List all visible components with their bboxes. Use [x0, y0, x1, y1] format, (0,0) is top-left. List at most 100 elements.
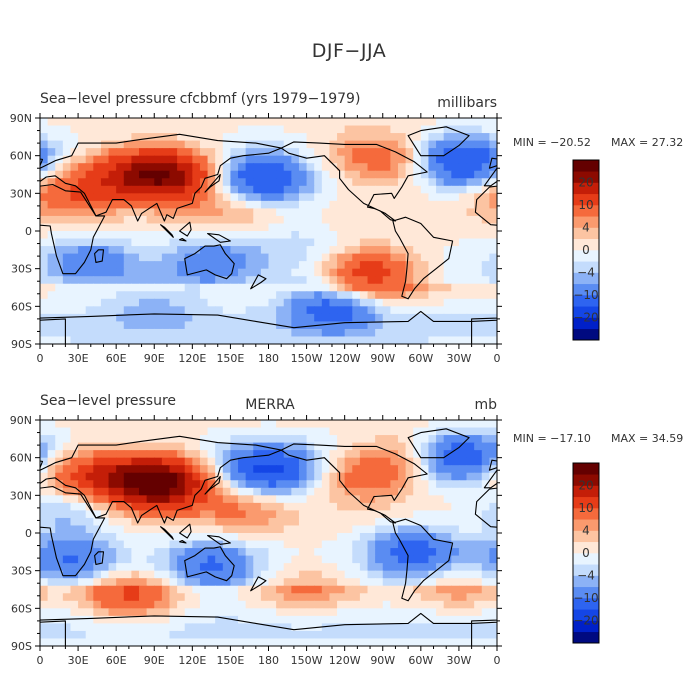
- field-cell: [70, 200, 79, 209]
- field-cell: [215, 313, 224, 322]
- field-cell: [337, 563, 346, 572]
- field-cell: [276, 246, 285, 255]
- field-cell: [139, 517, 148, 527]
- field-cell: [207, 630, 216, 640]
- field-cell: [222, 313, 232, 322]
- field-cell: [154, 525, 163, 534]
- field-cell: [474, 563, 483, 572]
- field-cell: [146, 231, 155, 240]
- field-cell: [215, 291, 224, 300]
- field-cell: [230, 178, 239, 187]
- field-cell: [283, 321, 292, 330]
- field-cell: [337, 200, 346, 209]
- field-cell: [215, 268, 224, 277]
- colorbar-label: −4: [577, 266, 595, 280]
- field-cell: [436, 600, 445, 609]
- field-cell: [70, 555, 79, 564]
- field-cell: [337, 238, 346, 247]
- field-cell: [375, 268, 384, 277]
- field-cell: [70, 208, 79, 217]
- field-cell: [474, 442, 483, 451]
- field-cell: [390, 178, 399, 187]
- field-cell: [146, 155, 155, 164]
- field-cell: [405, 525, 414, 534]
- field-cell: [382, 125, 391, 134]
- field-cell: [474, 276, 483, 285]
- field-cell: [70, 510, 79, 519]
- field-cell: [207, 510, 216, 519]
- field-cell: [40, 533, 49, 542]
- field-cell: [359, 510, 369, 519]
- field-cell: [413, 600, 422, 609]
- field-cell: [481, 525, 490, 534]
- field-cell: [329, 238, 338, 247]
- field-cell: [352, 163, 361, 172]
- field-cell: [169, 215, 178, 225]
- field-cell: [306, 450, 315, 459]
- field-cell: [474, 465, 483, 474]
- field-cell: [154, 313, 163, 322]
- field-cell: [108, 283, 117, 292]
- field-cell: [70, 328, 79, 338]
- field-cell: [230, 321, 239, 330]
- field-cell: [230, 193, 239, 202]
- panel-1-max-label: MAX = 27.32: [611, 136, 683, 149]
- field-cell: [283, 427, 292, 436]
- field-cell: [458, 253, 468, 262]
- field-cell: [146, 480, 155, 489]
- field-cell: [40, 593, 49, 602]
- field-cell: [199, 253, 209, 262]
- field-cell: [161, 185, 171, 194]
- field-cell: [337, 246, 346, 255]
- field-cell: [116, 570, 125, 579]
- field-cell: [238, 178, 247, 187]
- field-cell: [367, 457, 376, 466]
- field-cell: [85, 495, 94, 504]
- field-cell: [489, 253, 497, 262]
- field-cell: [55, 133, 64, 142]
- field-cell: [85, 427, 94, 436]
- field-cell: [458, 450, 468, 459]
- field-cell: [245, 472, 254, 481]
- field-cell: [428, 223, 437, 232]
- field-cell: [451, 630, 460, 640]
- field-cell: [161, 231, 171, 240]
- field-cell: [40, 268, 49, 277]
- field-cell: [146, 457, 155, 466]
- field-cell: [420, 291, 430, 300]
- field-cell: [161, 510, 171, 519]
- field-cell: [451, 170, 460, 179]
- field-cell: [298, 517, 308, 527]
- field-cell: [253, 517, 262, 527]
- field-cell: [428, 283, 437, 292]
- field-cell: [382, 427, 391, 436]
- field-cell: [245, 261, 254, 270]
- field-cell: [55, 140, 64, 149]
- field-cell: [177, 200, 186, 209]
- field-cell: [62, 615, 72, 624]
- field-cell: [161, 457, 171, 466]
- field-cell: [222, 193, 232, 202]
- field-cell: [100, 457, 110, 466]
- field-cell: [405, 185, 414, 194]
- field-cell: [253, 427, 262, 436]
- field-cell: [436, 525, 445, 534]
- x-tick-label: 30W: [446, 654, 471, 667]
- field-cell: [245, 525, 254, 534]
- field-cell: [207, 427, 216, 436]
- field-cell: [481, 533, 490, 542]
- field-cell: [78, 533, 87, 542]
- field-cell: [230, 427, 239, 436]
- field-cell: [359, 185, 369, 194]
- field-cell: [489, 563, 497, 572]
- field-cell: [207, 525, 216, 534]
- field-cell: [93, 555, 102, 564]
- field-cell: [131, 630, 140, 640]
- field-cell: [428, 321, 437, 330]
- field-cell: [329, 615, 338, 624]
- field-cell: [222, 548, 232, 557]
- field-cell: [70, 163, 79, 172]
- field-cell: [276, 442, 285, 451]
- field-cell: [177, 608, 186, 617]
